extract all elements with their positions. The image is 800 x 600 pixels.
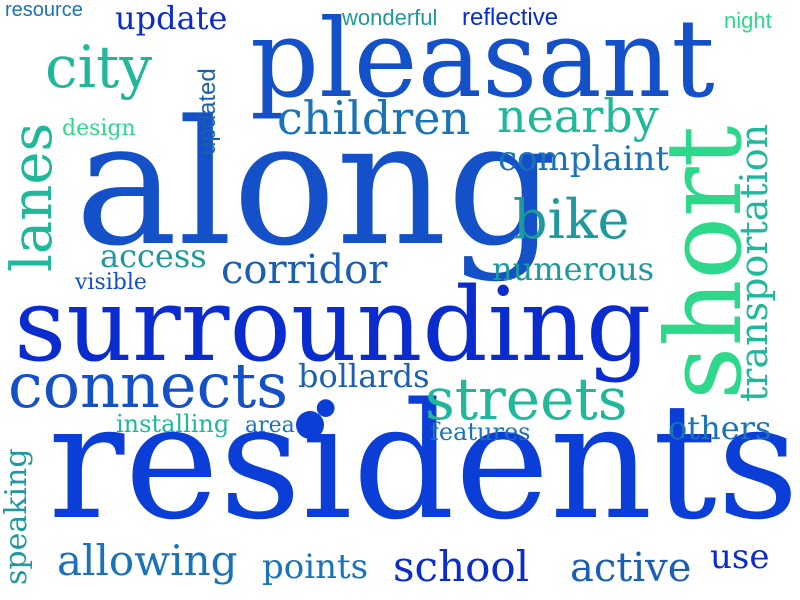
word-allowing: allowing (57, 536, 238, 585)
word-points: points (262, 547, 369, 587)
word-surrounding: surrounding (14, 266, 652, 385)
word-active: active (570, 545, 692, 591)
word-numerous: numerous (492, 250, 655, 288)
word-along: along (75, 83, 557, 284)
word-streets: streets (425, 365, 628, 433)
word-resource: resource (5, 0, 83, 21)
word-connects: connects (8, 349, 289, 422)
word-bollards: bollards (298, 357, 430, 395)
word-pleasant: pleasant (250, 0, 715, 122)
word-update: update (115, 0, 228, 37)
word-city: city (45, 33, 153, 101)
word-access: access (100, 237, 207, 275)
residents-i-dot (296, 411, 324, 439)
word-corridor: corridor (221, 247, 388, 293)
word-use: use (710, 537, 770, 577)
word-speaking: speaking (0, 448, 34, 585)
word-lanes: lanes (0, 122, 65, 272)
word-features: features (430, 418, 531, 446)
word-others: others (668, 409, 772, 447)
word-school: school (393, 542, 530, 591)
word-transportation: transportation (732, 123, 776, 402)
word-area: area (245, 413, 295, 438)
word-bike: bike (513, 188, 630, 251)
word-design: design (62, 116, 136, 141)
word-reflective: reflective (462, 4, 559, 31)
word-children: children (277, 91, 471, 145)
word-updated: updated (194, 68, 221, 155)
word-wonderful: wonderful (342, 5, 438, 30)
word-residents: residents (48, 368, 800, 555)
word-nearby: nearby (497, 89, 659, 143)
word-visible: visible (75, 270, 147, 295)
word-installing: installing (116, 410, 230, 438)
word-night: night (724, 8, 772, 33)
word-complaint: complaint (498, 139, 670, 179)
